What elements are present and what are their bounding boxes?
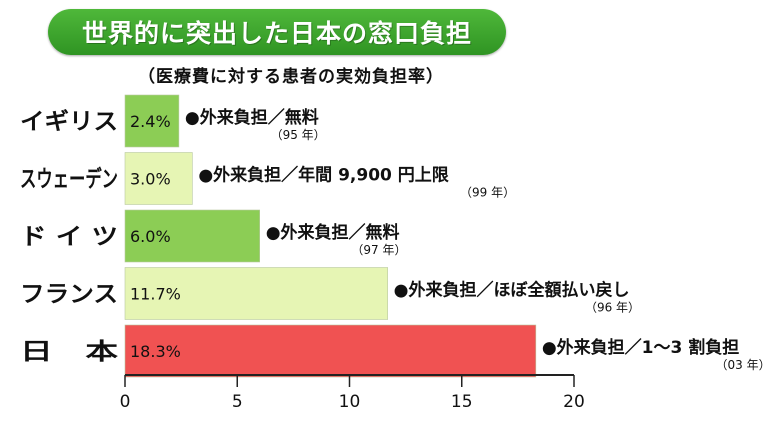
category-label: 日 本 — [20, 339, 118, 365]
annotation-year: （99 年） — [460, 186, 515, 200]
x-tick-label: 15 — [451, 392, 473, 412]
annotation-text: ●外来負担／ほぼ全額払い戻し — [394, 280, 630, 301]
annotation-text: ●外来負担／1〜3 割負担 — [542, 337, 739, 358]
bar — [124, 267, 388, 320]
chart-title: 世界的に突出した日本の窓口負担 — [81, 19, 472, 48]
bar — [124, 209, 260, 263]
annotation-year: （03 年） — [716, 358, 771, 372]
bar — [124, 324, 537, 378]
annotation-text: ●外来負担／年間 9,900 円上限 — [198, 165, 448, 186]
x-tick-label: 0 — [120, 392, 131, 412]
chart-title-banner: 世界的に突出した日本の窓口負担 — [48, 9, 506, 55]
annotation-year: （95 年） — [271, 128, 326, 142]
data-label: 18.3% — [130, 342, 181, 361]
data-label: 6.0% — [130, 227, 171, 246]
annotation-year: （96 年） — [585, 301, 640, 315]
bar — [124, 94, 180, 148]
annotation-year: （97 年） — [351, 243, 406, 257]
chart-subtitle: （医療費に対する患者の実効負担率） — [138, 67, 444, 87]
category-label: スウェーデン — [20, 166, 118, 193]
x-axis: 0 5 10 15 20 — [120, 374, 585, 412]
bar — [124, 152, 193, 205]
annotation-text: ●外来負担／無料 — [266, 222, 400, 243]
x-tick-label: 20 — [563, 392, 585, 412]
data-label: 3.0% — [130, 170, 171, 189]
x-tick-label: 5 — [232, 392, 243, 412]
annotation-text: ●外来負担／無料 — [185, 107, 319, 128]
data-label: 11.7% — [130, 285, 181, 304]
data-label: 2.4% — [130, 112, 171, 131]
category-label: フランス — [20, 282, 118, 308]
x-tick-label: 10 — [339, 392, 361, 412]
category-label: ド イ ツ — [20, 224, 118, 250]
category-label: イギリス — [20, 109, 118, 135]
